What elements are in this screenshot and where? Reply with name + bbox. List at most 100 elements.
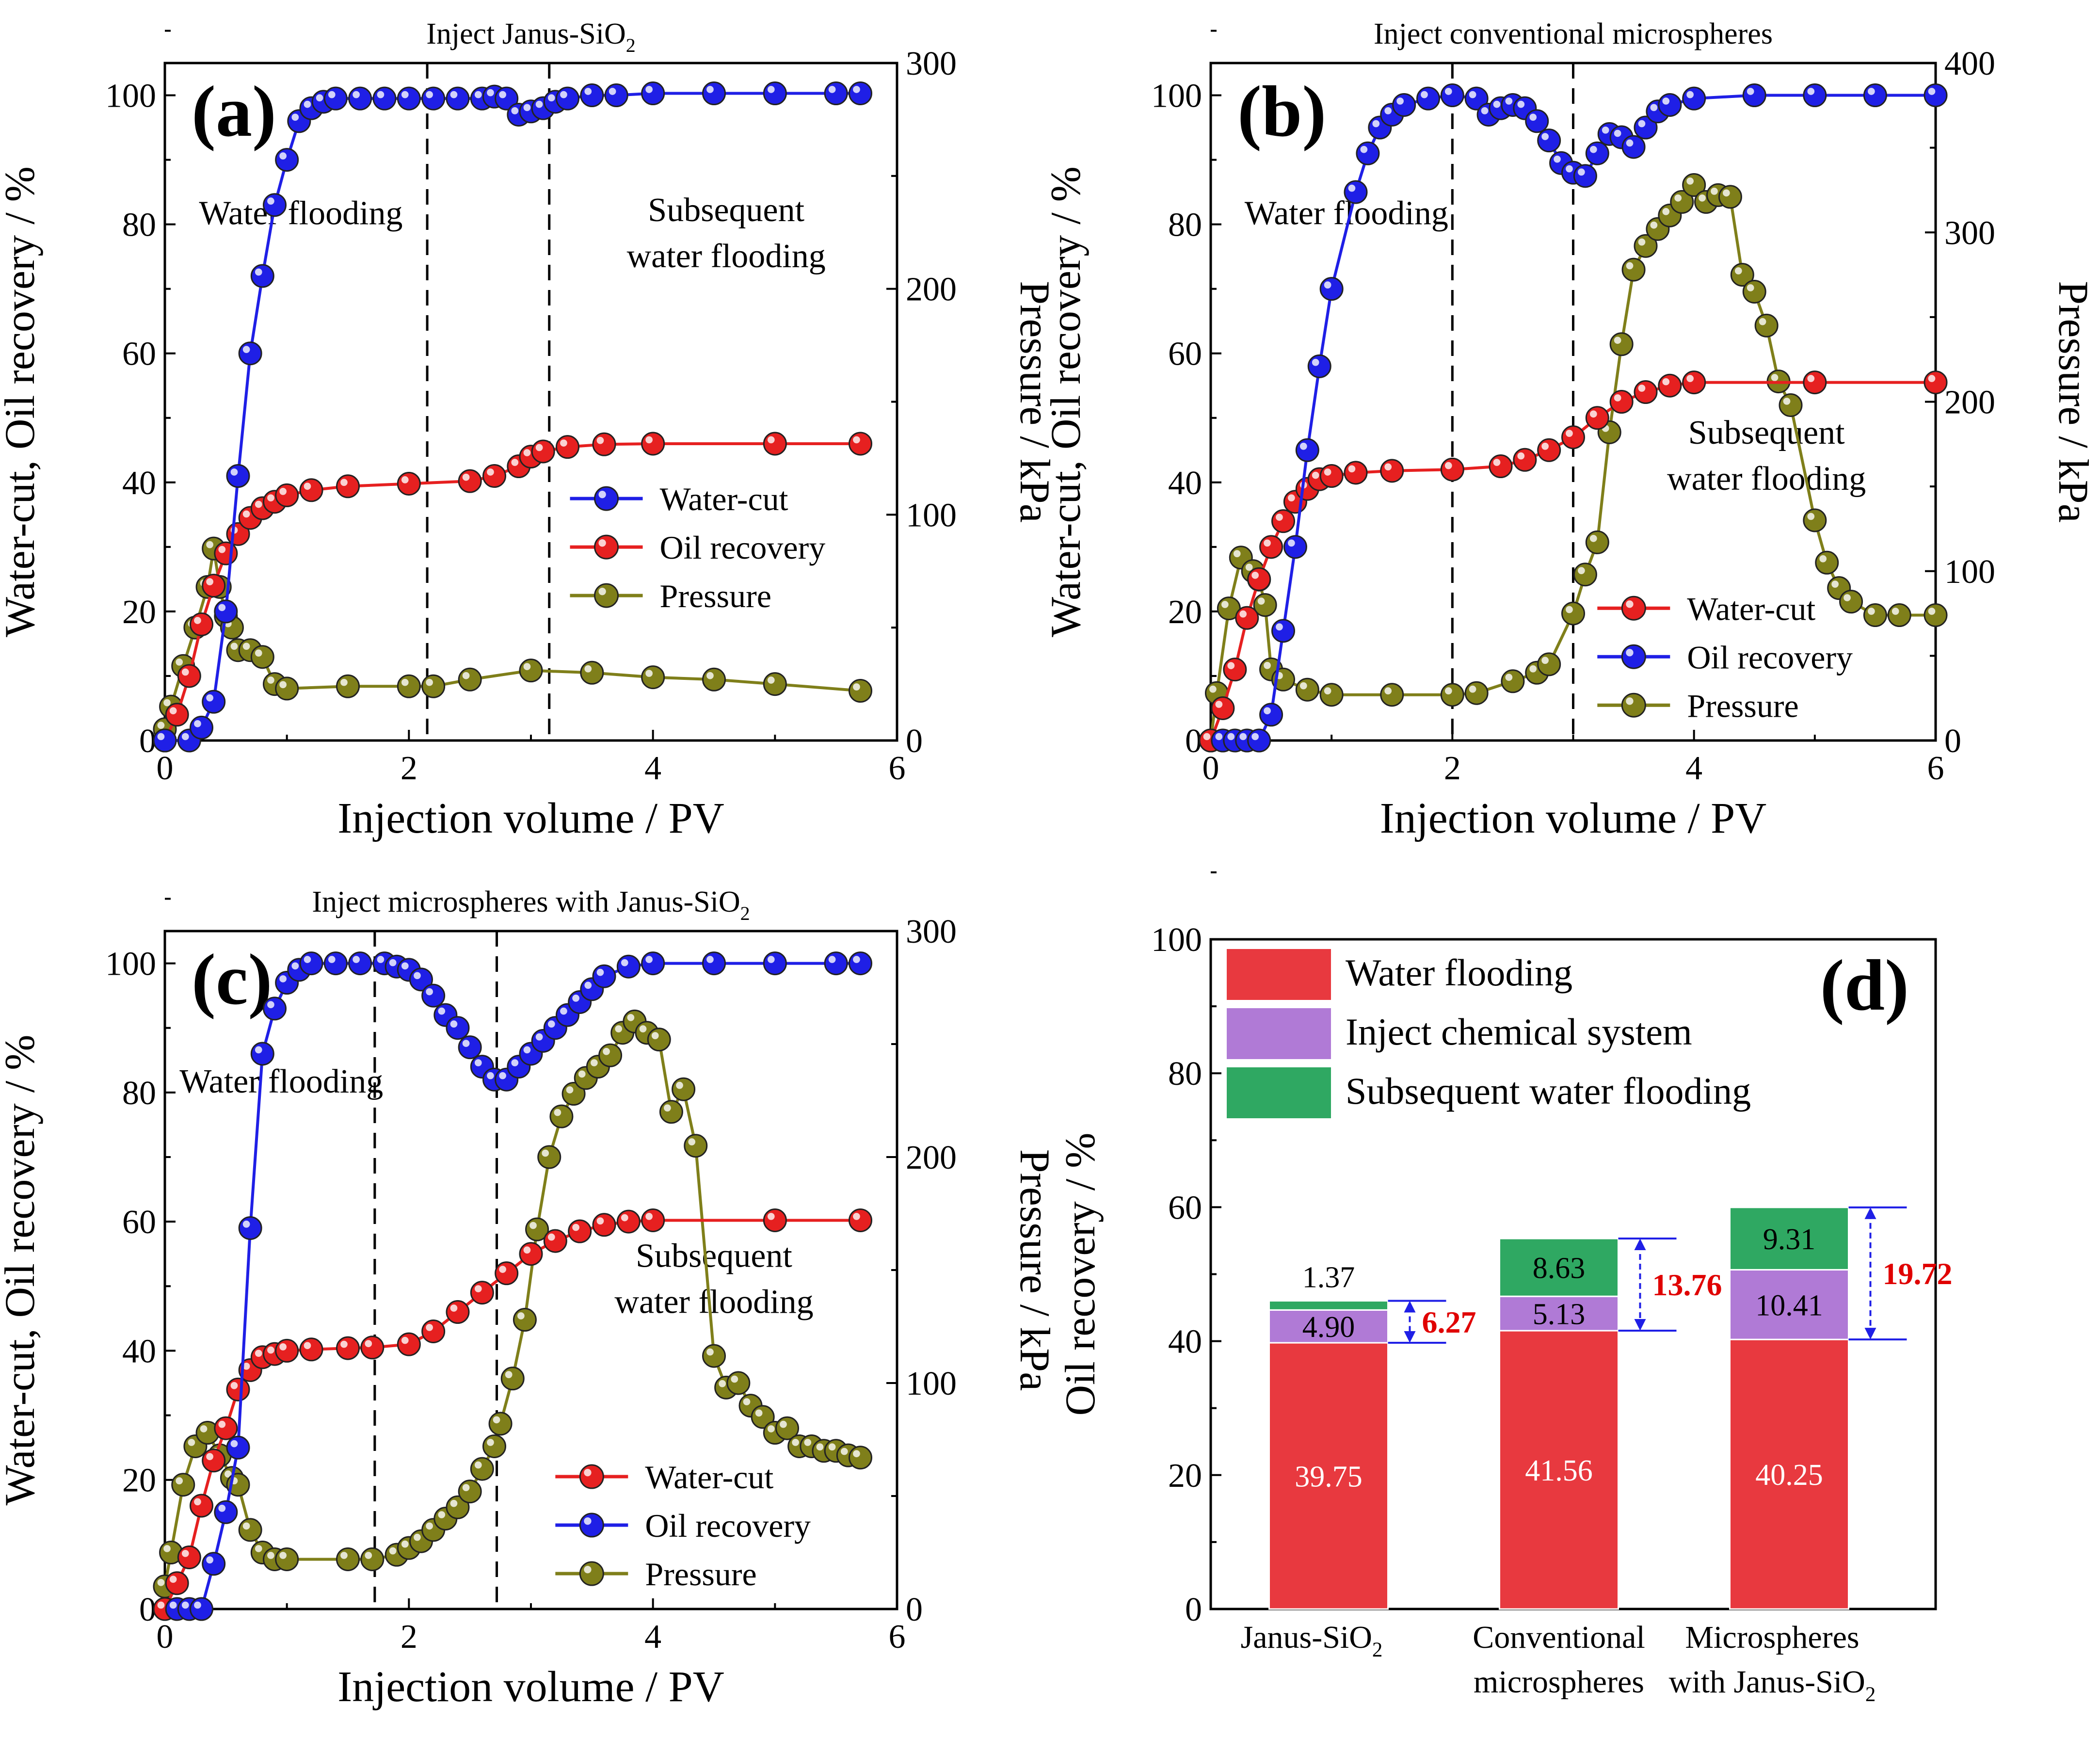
data-point-gloss	[1566, 606, 1573, 613]
data-point-fill	[763, 672, 787, 696]
data-point-gloss	[706, 86, 714, 93]
y-tick-label: 80	[122, 207, 156, 244]
data-point	[1634, 234, 1658, 258]
data-point-fill	[1271, 619, 1295, 643]
data-point-gloss	[206, 578, 213, 585]
data-point	[849, 951, 872, 976]
data-point	[458, 1480, 482, 1504]
data-point	[1356, 141, 1380, 165]
data-point-fill	[1319, 464, 1344, 488]
data-point-gloss	[279, 681, 287, 689]
y2-tick-label: 0	[906, 723, 923, 760]
stage-label: water flooding	[1667, 460, 1866, 498]
data-point	[190, 1494, 213, 1518]
data-point	[409, 967, 433, 992]
data-point-gloss	[853, 86, 860, 93]
data-point-fill	[360, 1547, 385, 1571]
series-water-cut	[1211, 83, 1948, 753]
legend-marker-gloss	[1626, 697, 1634, 705]
data-point-fill	[1513, 448, 1537, 472]
data-point-fill	[1561, 601, 1585, 626]
data-point-fill	[190, 1597, 213, 1621]
data-point	[549, 1104, 574, 1128]
data-point	[397, 1332, 421, 1356]
data-point-fill	[226, 1377, 250, 1401]
data-point	[1682, 86, 1706, 111]
data-point-fill	[556, 435, 579, 459]
y-tick-label: 80	[1168, 1055, 1202, 1093]
data-point-gloss	[414, 972, 421, 980]
stage-label: Water flooding	[199, 195, 402, 232]
data-point-gloss	[1723, 189, 1730, 197]
data-point-gloss	[1529, 665, 1537, 673]
data-point	[1609, 332, 1634, 356]
data-point-fill	[549, 1104, 574, 1128]
data-point-fill	[488, 1412, 513, 1436]
data-point	[202, 690, 226, 714]
data-point-fill	[1259, 535, 1283, 559]
data-point	[1742, 83, 1766, 108]
category-label-main: Janus-SiO	[1241, 1620, 1372, 1655]
y2-tick-label: 300	[906, 913, 957, 950]
data-point-gloss	[255, 1046, 262, 1054]
data-point-gloss	[267, 197, 274, 205]
y-tick-label: 100	[105, 946, 156, 983]
bar-segment	[1268, 1309, 1389, 1344]
data-point-gloss	[1251, 571, 1259, 579]
data-point-gloss	[462, 1040, 470, 1047]
data-point-fill	[702, 81, 726, 106]
y2-tick-label: 0	[1944, 723, 1961, 760]
data-point-gloss	[1554, 155, 1561, 163]
data-point-fill	[1247, 567, 1271, 591]
data-point-gloss	[1614, 129, 1621, 137]
y-tick-label: 80	[122, 1075, 156, 1112]
data-point-gloss	[1245, 563, 1253, 571]
data-point-gloss	[621, 959, 628, 966]
data-point-gloss	[414, 1533, 421, 1541]
data-point-fill	[421, 86, 446, 111]
data-point	[165, 703, 189, 727]
data-point-gloss	[1348, 465, 1356, 473]
plot-frame	[163, 62, 898, 742]
data-point	[1863, 603, 1887, 628]
data-point	[336, 1547, 360, 1571]
data-point-gloss	[176, 1477, 183, 1485]
data-point-fill	[641, 665, 665, 690]
data-point-fill	[1779, 393, 1803, 417]
data-point	[726, 1371, 751, 1395]
data-point-gloss	[474, 91, 482, 98]
data-point	[824, 951, 848, 976]
data-point	[348, 86, 372, 111]
data-point	[1380, 683, 1404, 707]
data-point-gloss	[401, 91, 409, 98]
data-point	[275, 676, 299, 701]
data-point	[1271, 509, 1295, 533]
data-point-gloss	[1626, 139, 1634, 147]
data-point-fill	[275, 1338, 299, 1363]
data-point-fill	[1803, 370, 1827, 395]
y-tick-label: 40	[1168, 465, 1202, 502]
data-point	[659, 1100, 683, 1124]
data-point-gloss	[1517, 452, 1525, 460]
data-point-gloss	[267, 1346, 274, 1354]
data-point-fill	[849, 81, 872, 106]
data-point-gloss	[426, 988, 433, 996]
data-point-fill	[672, 1077, 696, 1101]
data-point	[500, 1367, 525, 1391]
data-point-gloss	[584, 88, 592, 95]
data-point-gloss	[450, 1304, 458, 1312]
legend-marker	[579, 1561, 604, 1586]
data-point	[1658, 373, 1682, 398]
data-point-gloss	[1251, 733, 1259, 740]
data-point-gloss	[853, 683, 860, 691]
data-point	[1392, 93, 1416, 117]
data-point	[616, 1209, 641, 1234]
data-point-fill	[1561, 425, 1585, 450]
data-point-fill	[336, 1336, 360, 1360]
legend-marker	[594, 583, 619, 608]
panel-title-main: Inject microspheres with Janus-SiO	[312, 885, 740, 918]
data-point-gloss	[645, 956, 653, 963]
data-point-fill	[531, 439, 555, 464]
data-point-fill	[226, 1435, 250, 1460]
